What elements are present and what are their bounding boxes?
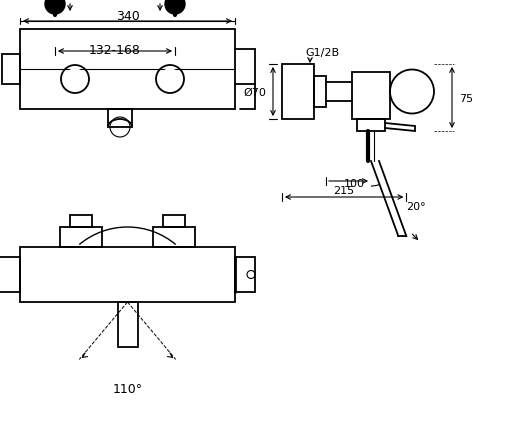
Bar: [118, 302, 137, 347]
Bar: [20, 30, 235, 110]
Circle shape: [160, 70, 180, 90]
Text: 100: 100: [344, 178, 365, 188]
Bar: [2, 55, 20, 85]
Bar: [352, 73, 390, 120]
Circle shape: [165, 0, 185, 15]
Bar: [153, 227, 195, 247]
Text: 132-168: 132-168: [89, 44, 141, 57]
Text: 110°: 110°: [112, 383, 142, 395]
Circle shape: [392, 72, 432, 112]
Text: 340: 340: [115, 10, 139, 23]
Bar: [314, 77, 326, 108]
Text: Ø70: Ø70: [243, 87, 266, 97]
Circle shape: [45, 0, 65, 15]
Text: 215: 215: [334, 186, 355, 196]
Bar: [0, 257, 20, 293]
Bar: [163, 216, 185, 227]
Circle shape: [65, 70, 85, 90]
Text: 20°: 20°: [406, 201, 426, 211]
Bar: [235, 257, 255, 293]
Bar: [60, 227, 102, 247]
Text: 75: 75: [459, 93, 473, 103]
Bar: [70, 216, 92, 227]
Bar: [20, 247, 235, 302]
Text: G1/2B: G1/2B: [305, 48, 339, 58]
Bar: [108, 110, 132, 128]
Bar: [357, 120, 385, 132]
Bar: [282, 65, 314, 120]
